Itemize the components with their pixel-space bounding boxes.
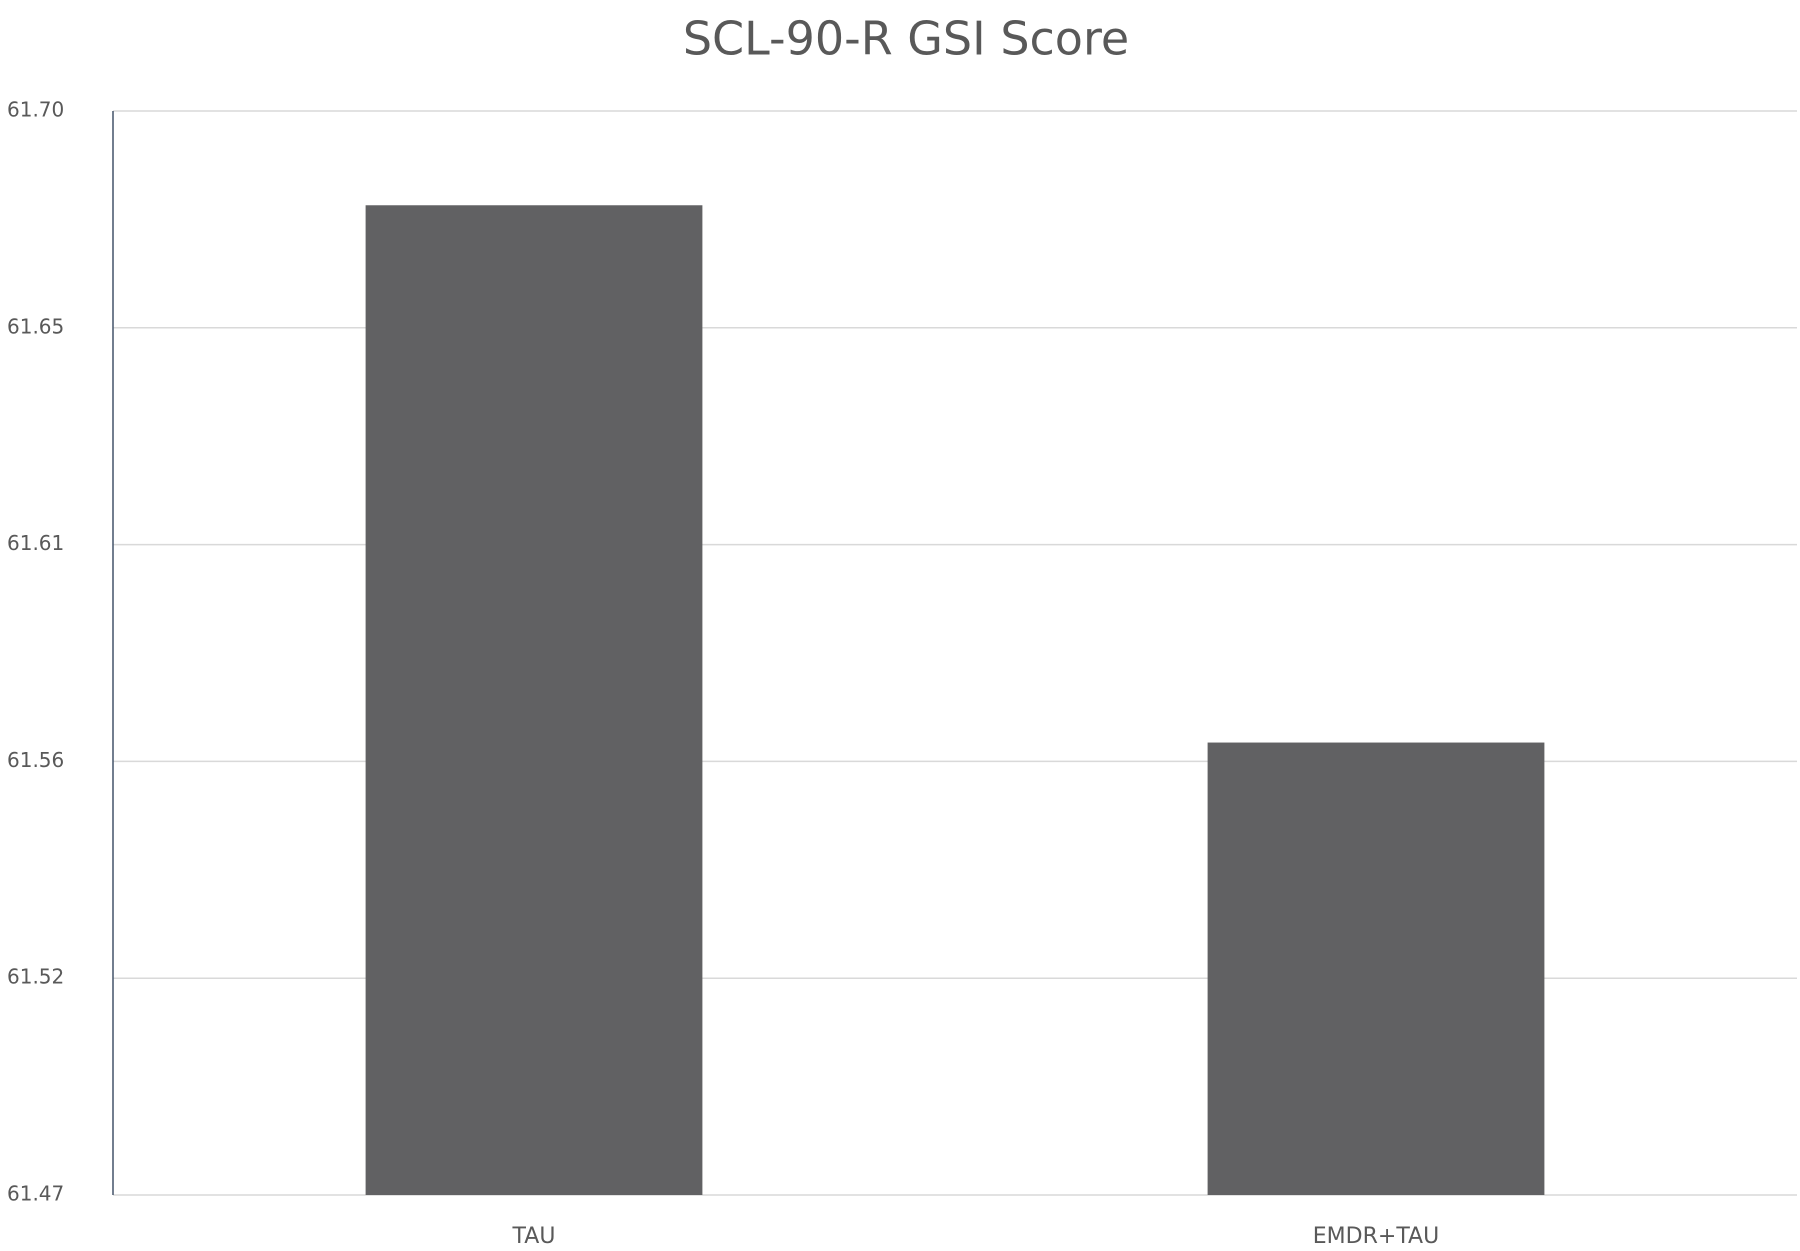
bar: [1207, 742, 1545, 1195]
y-tick-label: 61.52: [7, 965, 64, 989]
x-tick-label: EMDR+TAU: [1313, 1224, 1439, 1249]
y-tick-label: 61.70: [7, 98, 64, 122]
y-tick-label: 61.65: [7, 314, 64, 338]
bar: [365, 205, 703, 1195]
y-tick-label: 61.56: [7, 748, 64, 772]
chart-title: SCL-90-R GSI Score: [683, 12, 1129, 66]
y-tick-label: 61.47: [7, 1182, 64, 1206]
x-tick-label: TAU: [512, 1224, 556, 1249]
y-tick-label: 61.61: [7, 531, 64, 555]
